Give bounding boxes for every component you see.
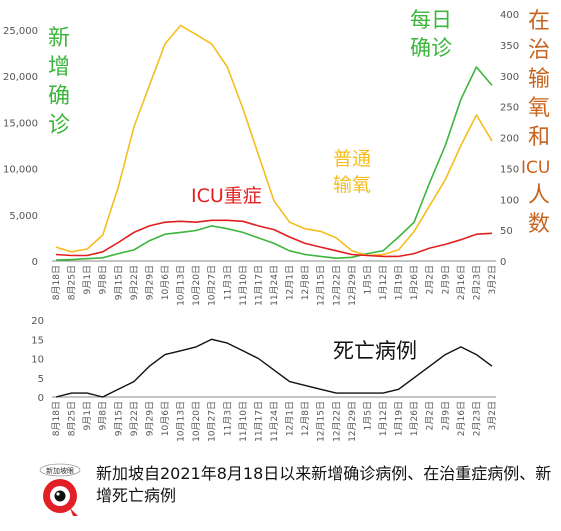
y-right-tick-label: 200 (500, 134, 519, 145)
x-tick-label: 9月15日 (113, 401, 124, 436)
x-tick-label: 1月26日 (409, 401, 420, 436)
logo-icon: 新加坡眼 (39, 463, 81, 516)
x-tick-label: 10月27日 (207, 265, 218, 306)
icu-annotation: ICU重症 (191, 185, 262, 207)
x-tick-label: 11月3日 (222, 265, 233, 300)
x-tick-label: 2月23日 (471, 401, 482, 436)
series-line (55, 219, 493, 258)
x-tick-label: 11月17日 (253, 265, 264, 306)
logo-text: 新加坡眼 (46, 466, 74, 475)
y-tick-label: 10 (31, 355, 44, 366)
y-left-tick-label: 0 (32, 257, 38, 268)
x-tick-label: 8月25日 (67, 265, 78, 300)
x-tick-label: 9月1日 (82, 265, 93, 294)
x-tick-label: 1月12日 (378, 401, 389, 436)
x-tick-label: 2月2日 (425, 401, 436, 430)
y-tick-label: 5 (38, 374, 44, 385)
x-tick-label: 3月2日 (487, 265, 498, 294)
x-tick-label: 12月1日 (285, 401, 296, 436)
y-right-tick-label: 100 (500, 195, 519, 206)
x-tick-label: 2月9日 (440, 401, 451, 430)
x-tick-label: 12月22日 (331, 265, 342, 306)
top-chart: 0 5,000 10,000 15,000 20,000 25,000 0 50 100 150… (3, 10, 519, 306)
x-tick-label: 12月1日 (285, 265, 296, 300)
x-tick-label: 1月19日 (394, 401, 405, 436)
x-tick-label: 9月8日 (98, 401, 109, 430)
x-tick-label: 9月29日 (144, 401, 155, 436)
brand-logo: 新加坡眼 (36, 462, 84, 518)
series-line (55, 66, 493, 261)
x-tick-label: 10月27日 (207, 401, 218, 442)
x-tick-label: 11月24日 (269, 401, 280, 442)
x-tick-label: 8月18日 (51, 265, 62, 300)
x-tick-label: 1月5日 (362, 401, 373, 430)
y-right-tick-label: 300 (500, 72, 519, 83)
bottom-chart: 0 5 10 15 20 8月18日 8月25日 9月1日 9月8日 9月15日 9月22日 9月2… (31, 316, 498, 442)
x-tick-label: 9月8日 (98, 265, 109, 294)
x-tick-label: 12月29日 (347, 265, 358, 306)
x-tick-label: 9月15日 (113, 265, 124, 300)
x-tick-label: 12月8日 (300, 401, 311, 436)
oxygen-inline-annotation: 普通输氧 (333, 148, 371, 196)
x-tick-label: 1月26日 (409, 265, 420, 300)
x-tick-label: 8月25日 (67, 401, 78, 436)
x-tick-label: 1月5日 (362, 265, 373, 294)
x-tick-label: 2月9日 (440, 265, 451, 294)
x-tick-label: 9月22日 (129, 265, 140, 300)
x-tick-label: 11月17日 (253, 401, 264, 442)
x-tick-label: 11月10日 (238, 401, 249, 442)
x-tick-label: 11月24日 (269, 265, 280, 306)
x-tick-label: 10月20日 (191, 265, 202, 306)
y-left-tick-label: 5,000 (9, 211, 38, 222)
y-right-tick-label: 50 (500, 226, 513, 237)
x-tick-label: 3月2日 (487, 401, 498, 430)
x-tick-label: 10月20日 (191, 401, 202, 442)
cases-inline-annotation: 每日确诊 (410, 8, 452, 60)
y-tick-label: 15 (31, 335, 44, 346)
oxygen-axis-label: 在治输氧和 ICU 人数 (521, 9, 550, 237)
x-tick-label: 2月2日 (425, 265, 436, 294)
x-tick-label: 10月6日 (160, 265, 171, 300)
x-tick-label: 8月18日 (51, 401, 62, 436)
y-left-tick-label: 10,000 (3, 165, 38, 176)
x-tick-label: 11月3日 (222, 401, 233, 436)
y-right-tick-label: 0 (500, 257, 506, 268)
x-tick-label: 10月6日 (160, 401, 171, 436)
x-tick-label: 10月13日 (176, 265, 187, 306)
y-right-tick-label: 150 (500, 164, 519, 175)
x-tick-label: 10月13日 (176, 401, 187, 442)
x-tick-label: 9月29日 (144, 265, 155, 300)
x-tick-label: 12月15日 (316, 265, 327, 306)
x-tick-label: 2月16日 (456, 265, 467, 300)
y-tick-label: 0 (38, 393, 44, 404)
x-tick-label: 2月16日 (456, 401, 467, 436)
y-right-tick-label: 400 (500, 10, 519, 21)
deaths-title: 死亡病例 (333, 339, 417, 363)
x-tick-label: 12月29日 (347, 401, 358, 442)
y-left-tick-label: 15,000 (3, 118, 38, 129)
x-tick-label: 2月23日 (471, 265, 482, 300)
series-line (55, 338, 493, 398)
x-tick-label: 1月19日 (394, 265, 405, 300)
y-left-tick-label: 25,000 (3, 26, 38, 37)
caption: 新加坡自2021年8月18日以来新增确诊病例、在治重症病例、新增死亡病例 (96, 464, 552, 505)
x-tick-label: 12月22日 (331, 401, 342, 442)
y-right-tick-label: 350 (500, 41, 519, 52)
x-tick-label: 12月15日 (316, 401, 327, 442)
x-tick-label: 9月22日 (129, 401, 140, 436)
x-tick-label: 11月10日 (238, 265, 249, 306)
y-tick-label: 20 (31, 316, 44, 327)
y-left-tick-label: 20,000 (3, 72, 38, 83)
x-tick-label: 1月12日 (378, 265, 389, 300)
cases-axis-label: 新增确诊 (48, 26, 70, 138)
series-line (55, 24, 493, 257)
y-right-tick-label: 250 (500, 103, 519, 114)
x-tick-label: 9月1日 (82, 401, 93, 430)
x-tick-label: 12月8日 (300, 265, 311, 300)
